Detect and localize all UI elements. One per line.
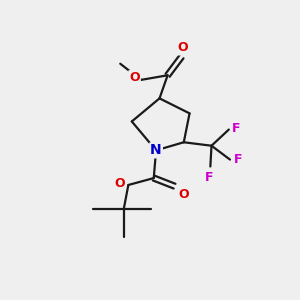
Text: F: F — [205, 171, 213, 184]
Text: O: O — [178, 188, 189, 202]
Text: F: F — [233, 153, 242, 166]
Text: O: O — [129, 71, 140, 84]
Text: O: O — [177, 41, 188, 55]
Text: F: F — [232, 122, 241, 135]
Text: N: N — [150, 143, 162, 157]
Text: O: O — [114, 177, 125, 190]
